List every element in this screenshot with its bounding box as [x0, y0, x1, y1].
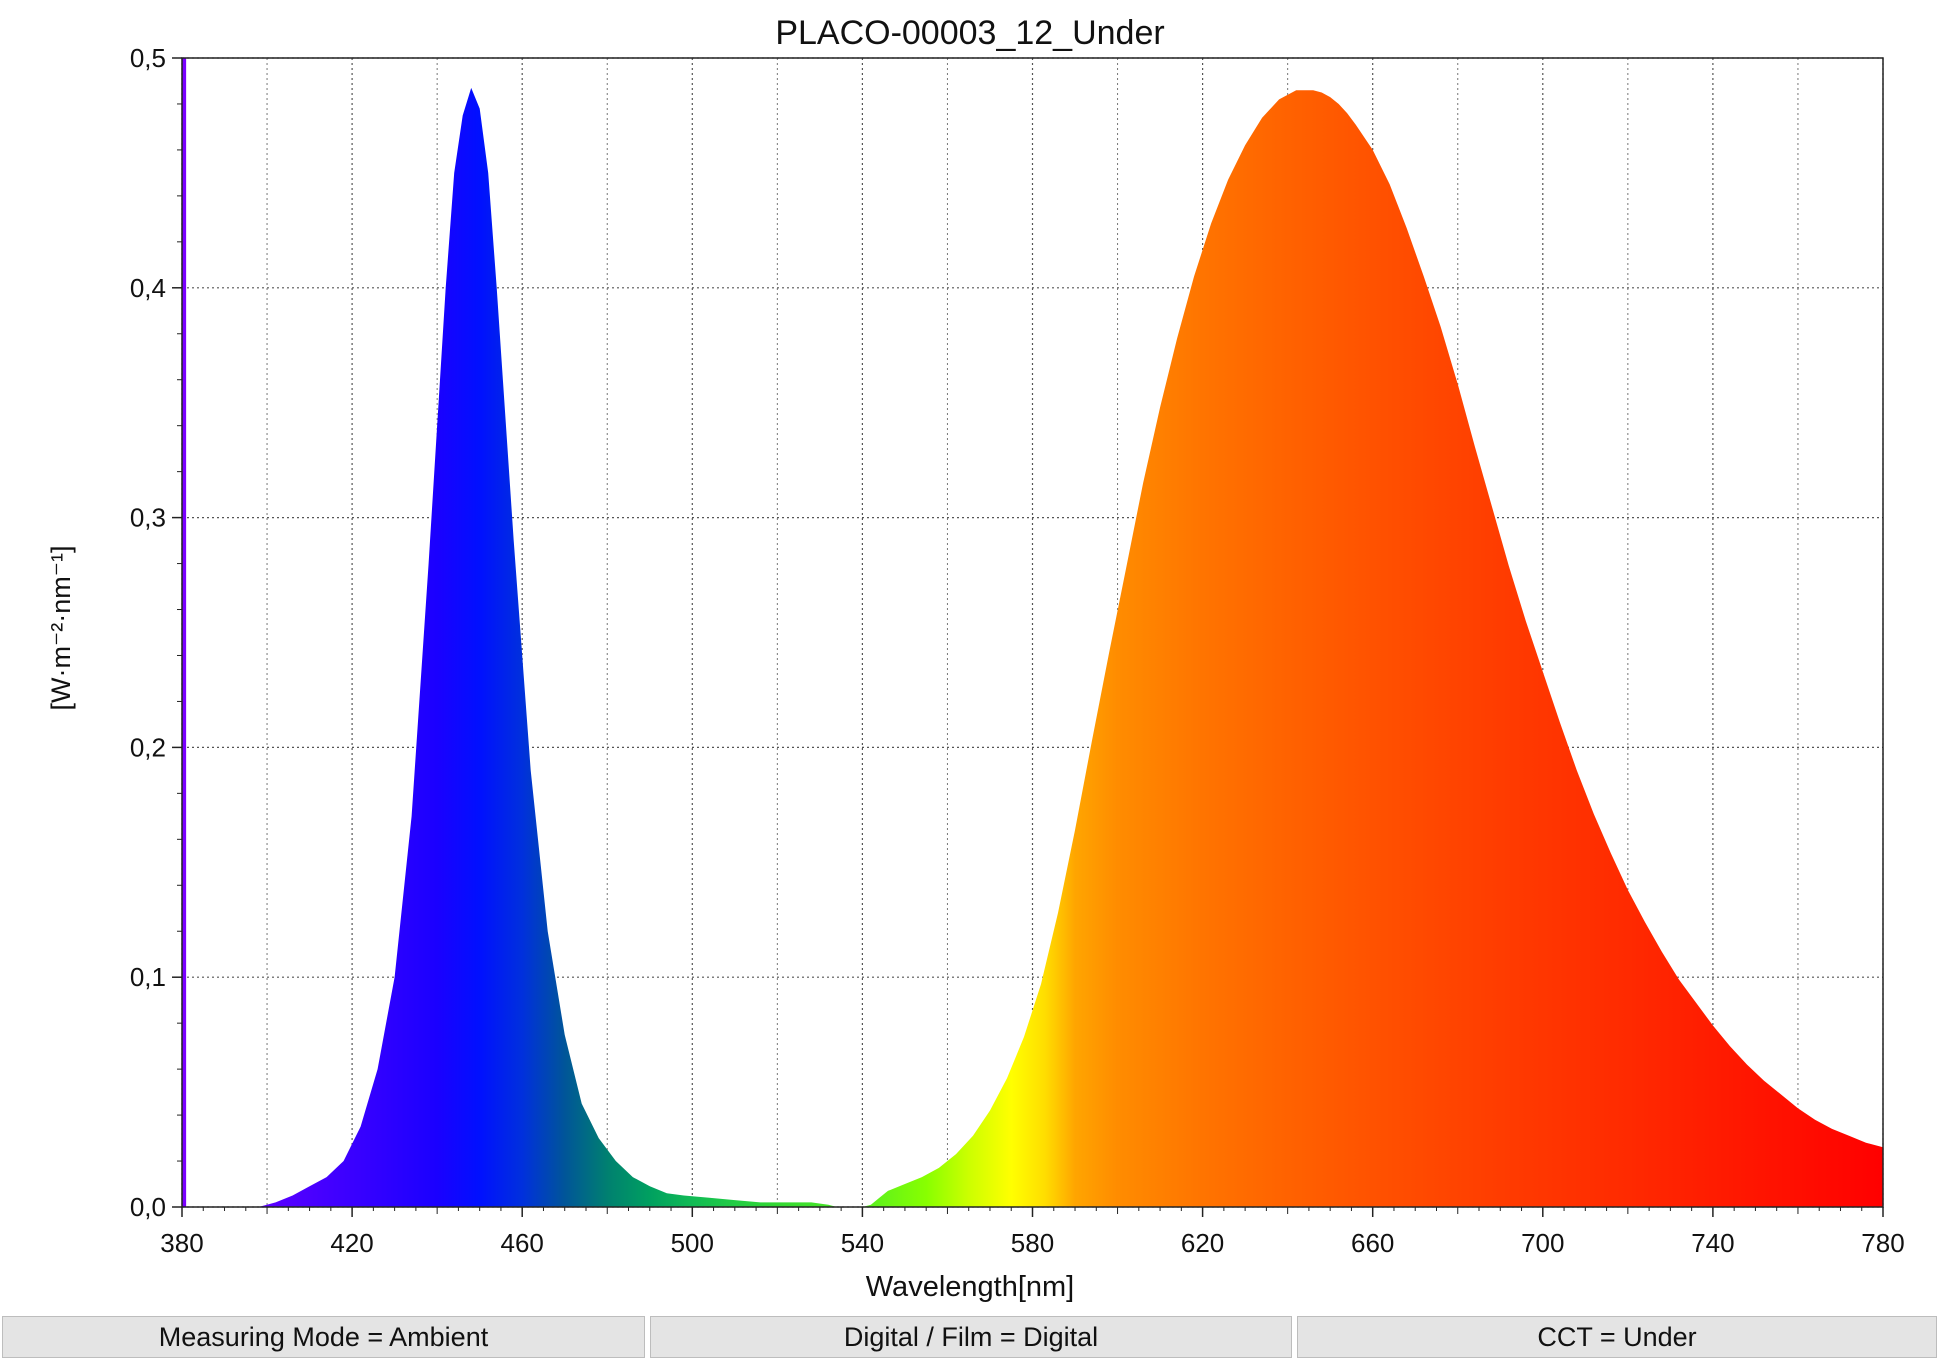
y-tick-label: 0,2: [130, 732, 166, 762]
x-tick-label: 660: [1351, 1228, 1394, 1258]
status-measuring-mode[interactable]: Measuring Mode = Ambient: [2, 1316, 645, 1358]
x-tick-label: 420: [330, 1228, 373, 1258]
y-tick-label: 0,1: [130, 962, 166, 992]
status-bar: Measuring Mode = Ambient Digital / Film …: [0, 1316, 1940, 1362]
x-tick-label: 620: [1181, 1228, 1224, 1258]
x-tick-label: 580: [1011, 1228, 1054, 1258]
x-tick-label: 700: [1521, 1228, 1564, 1258]
y-tick-label: 0,0: [130, 1192, 166, 1222]
status-digital-film[interactable]: Digital / Film = Digital: [650, 1316, 1292, 1358]
y-axis-label: [W·m⁻²·nm⁻¹]: [46, 546, 76, 711]
x-axis-label: Wavelength[nm]: [866, 1271, 1074, 1303]
y-tick-label: 0,4: [130, 273, 166, 303]
plot-area: [182, 58, 1883, 1208]
status-digital-film-label: Digital / Film = Digital: [843, 1321, 1099, 1352]
spectrum-area-3: [862, 90, 1883, 1208]
spectrum-area-0: [258, 87, 837, 1207]
spectrum-chart: PLACO-00003_12_Under 380 420 460 500 540 580 6…: [46, 14, 1905, 1303]
status-measuring-mode-label: Measuring Mode = Ambient: [158, 1321, 489, 1352]
y-tick-label: 0,3: [130, 503, 166, 533]
x-tick-label: 500: [671, 1228, 714, 1258]
status-cct-label: CCT = Under: [1537, 1321, 1697, 1352]
x-tick-label: 740: [1691, 1228, 1734, 1258]
x-tick-label: 460: [501, 1228, 544, 1258]
axes: 380 420 460 500 540 580 620 660 700 740 780 0,0 0,1 0…: [130, 43, 1905, 1258]
x-tick-label: 540: [841, 1228, 884, 1258]
status-cct[interactable]: CCT = Under: [1297, 1316, 1937, 1358]
x-tick-label: 380: [160, 1228, 203, 1258]
x-tick-label: 780: [1861, 1228, 1904, 1258]
y-tick-label: 0,5: [130, 43, 166, 73]
chart-title: PLACO-00003_12_Under: [775, 14, 1164, 52]
